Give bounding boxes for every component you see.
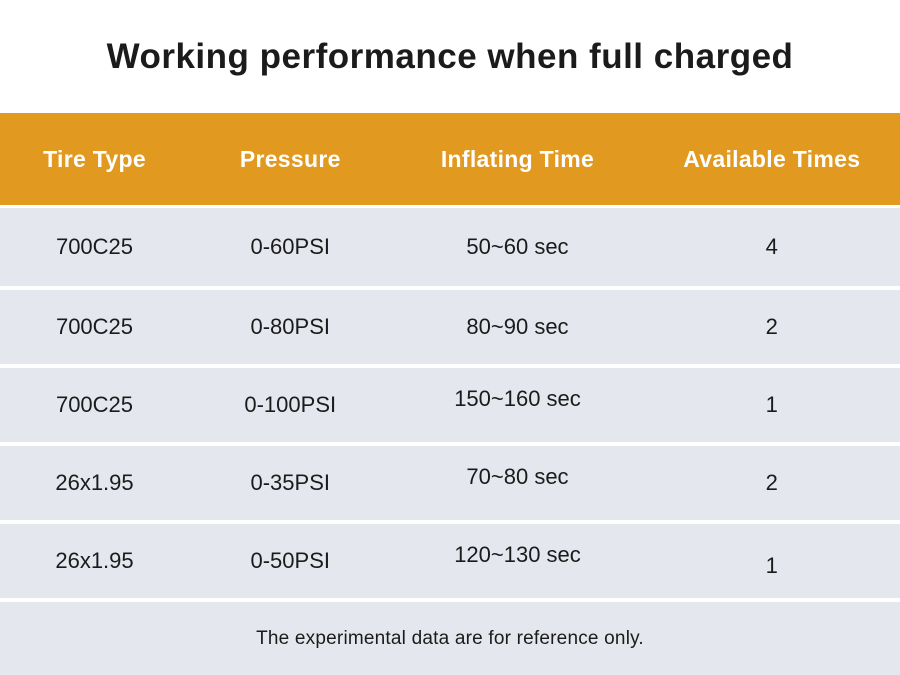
- table-footnote-row: The experimental data are for reference …: [0, 602, 900, 675]
- column-header-tire-type: Tire Type: [43, 145, 146, 172]
- cell-available-times: 1: [765, 392, 778, 417]
- cell-tire-type: 700C25: [55, 392, 134, 417]
- cell-tire-type: 26x1.95: [55, 470, 134, 495]
- column-header-pressure: Pressure: [239, 145, 341, 172]
- cell-inflating-time: 70~80 sec: [466, 464, 569, 489]
- table-footnote: The experimental data are for reference …: [256, 627, 644, 649]
- table-row: 26x1.95 0-35PSI 70~80 sec 2: [0, 446, 900, 520]
- table-row: 700C25 0-80PSI 80~90 sec 2: [0, 290, 900, 364]
- page-title: Working performance when full charged: [106, 36, 794, 76]
- cell-available-times: 2: [765, 314, 778, 339]
- cell-pressure: 0-50PSI: [250, 548, 331, 573]
- title-band: Working performance when full charged: [0, 0, 900, 113]
- cell-pressure: 0-35PSI: [250, 470, 331, 495]
- column-header-inflating-time: Inflating Time: [440, 145, 595, 172]
- table-row: 26x1.95 0-50PSI 120~130 sec 1: [0, 524, 900, 598]
- cell-available-times: 4: [765, 234, 778, 259]
- table-row: 700C25 0-60PSI 50~60 sec 4: [0, 208, 900, 286]
- cell-available-times: 2: [765, 470, 778, 495]
- table-header-row: Tire Type Pressure Inflating Time Availa…: [0, 113, 900, 205]
- table-row: 700C25 0-100PSI 150~160 sec 1: [0, 368, 900, 442]
- performance-table: Tire Type Pressure Inflating Time Availa…: [0, 113, 900, 675]
- cell-tire-type: 700C25: [55, 314, 134, 339]
- cell-available-times: 1: [765, 553, 778, 578]
- cell-tire-type: 26x1.95: [55, 548, 134, 573]
- cell-pressure: 0-100PSI: [244, 392, 337, 417]
- cell-pressure: 0-80PSI: [250, 314, 331, 339]
- cell-inflating-time: 150~160 sec: [454, 386, 581, 411]
- cell-inflating-time: 80~90 sec: [466, 314, 569, 339]
- cell-inflating-time: 50~60 sec: [466, 234, 569, 259]
- cell-tire-type: 700C25: [55, 234, 134, 259]
- cell-inflating-time: 120~130 sec: [454, 542, 581, 567]
- cell-pressure: 0-60PSI: [250, 234, 331, 259]
- column-header-available-times: Available Times: [683, 145, 861, 172]
